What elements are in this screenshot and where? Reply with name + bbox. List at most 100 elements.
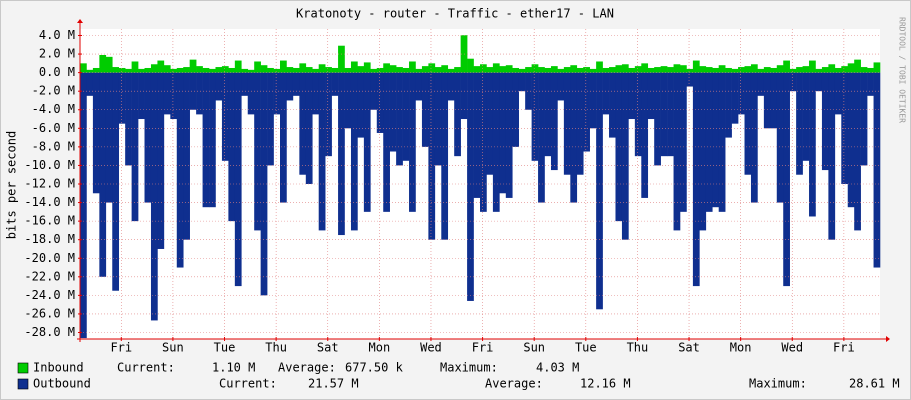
bar xyxy=(647,72,655,120)
bar xyxy=(480,64,487,73)
bar xyxy=(692,72,700,287)
axis-arrow xyxy=(886,336,890,342)
legend-stat-label: Current: xyxy=(117,361,175,375)
bar xyxy=(589,72,597,129)
bar xyxy=(138,72,145,120)
bar xyxy=(518,68,526,73)
bar xyxy=(796,67,803,73)
bar xyxy=(692,60,700,73)
bar xyxy=(596,72,603,310)
bar xyxy=(86,72,94,96)
x-tick-label: Tue xyxy=(575,341,597,355)
bar xyxy=(286,67,294,73)
bar xyxy=(538,67,545,73)
bar xyxy=(615,72,623,222)
bar xyxy=(473,72,481,198)
bar xyxy=(363,62,371,73)
x-tick-label: Mon xyxy=(369,341,391,355)
bar xyxy=(492,63,500,73)
bar xyxy=(273,72,281,115)
bar xyxy=(660,72,668,157)
bar xyxy=(738,72,745,115)
bar xyxy=(544,67,552,73)
bar xyxy=(176,72,184,268)
y-tick-label: -14.0 M xyxy=(24,195,75,209)
bar xyxy=(789,72,797,92)
bar xyxy=(738,67,745,73)
bar xyxy=(247,72,255,115)
bar xyxy=(776,72,784,203)
bar xyxy=(563,72,571,175)
bar xyxy=(789,68,797,73)
bar xyxy=(609,72,616,138)
bar xyxy=(854,59,861,73)
bar xyxy=(234,72,242,287)
bar xyxy=(383,72,390,212)
legend-stat-value: 1.10 M xyxy=(212,361,255,375)
bar xyxy=(802,66,810,73)
bar xyxy=(563,67,571,73)
bar xyxy=(802,72,810,161)
y-tick-label: -24.0 M xyxy=(24,288,75,302)
bar xyxy=(499,66,507,73)
y-tick-label: -16.0 M xyxy=(24,214,75,228)
bar xyxy=(305,67,313,73)
bar xyxy=(202,72,210,208)
bar xyxy=(505,65,513,73)
bar xyxy=(557,68,565,73)
bar xyxy=(163,72,171,115)
bar xyxy=(725,67,732,73)
bar xyxy=(634,72,642,157)
bar xyxy=(654,72,661,166)
bar xyxy=(841,66,849,73)
bar xyxy=(170,72,178,120)
bar xyxy=(744,72,752,175)
x-tick-label: Mon xyxy=(730,341,752,355)
bar xyxy=(260,72,268,296)
bar xyxy=(370,68,378,73)
bar xyxy=(480,72,487,212)
bar xyxy=(531,72,539,161)
bar xyxy=(583,67,590,73)
watermark: RRDTOOL / TOBI OETIKER xyxy=(898,17,907,123)
bar xyxy=(680,72,687,212)
y-tick-label: -12.0 M xyxy=(24,177,75,191)
bar xyxy=(357,66,365,73)
bar xyxy=(144,67,152,73)
bar xyxy=(667,67,674,73)
bar xyxy=(80,72,87,339)
bar xyxy=(125,68,132,73)
bar xyxy=(596,61,603,73)
bar xyxy=(344,72,352,129)
bar xyxy=(447,72,455,101)
bar xyxy=(112,67,120,73)
x-tick-label: Sat xyxy=(317,341,339,355)
bar xyxy=(770,67,778,73)
bar xyxy=(860,67,868,73)
bar xyxy=(221,66,229,73)
bar xyxy=(815,72,823,92)
bar xyxy=(634,66,642,73)
bar xyxy=(209,68,216,73)
bar xyxy=(112,72,120,291)
bar xyxy=(641,63,649,73)
bar xyxy=(415,68,423,73)
bar xyxy=(557,72,565,101)
bar xyxy=(325,67,332,73)
bar xyxy=(783,60,790,73)
bar xyxy=(299,72,307,175)
bar xyxy=(86,69,94,73)
x-tick-label: Thu xyxy=(265,341,287,355)
bar xyxy=(699,72,707,231)
x-tick-label: Fri xyxy=(833,341,855,355)
bar xyxy=(183,72,190,240)
bar xyxy=(260,65,268,73)
bar xyxy=(312,72,320,115)
bar xyxy=(157,60,165,73)
bar xyxy=(589,68,597,73)
x-tick-label: Tue xyxy=(214,341,236,355)
bar xyxy=(267,72,274,166)
bar xyxy=(447,68,455,73)
bar xyxy=(454,67,461,73)
bar xyxy=(705,67,713,73)
